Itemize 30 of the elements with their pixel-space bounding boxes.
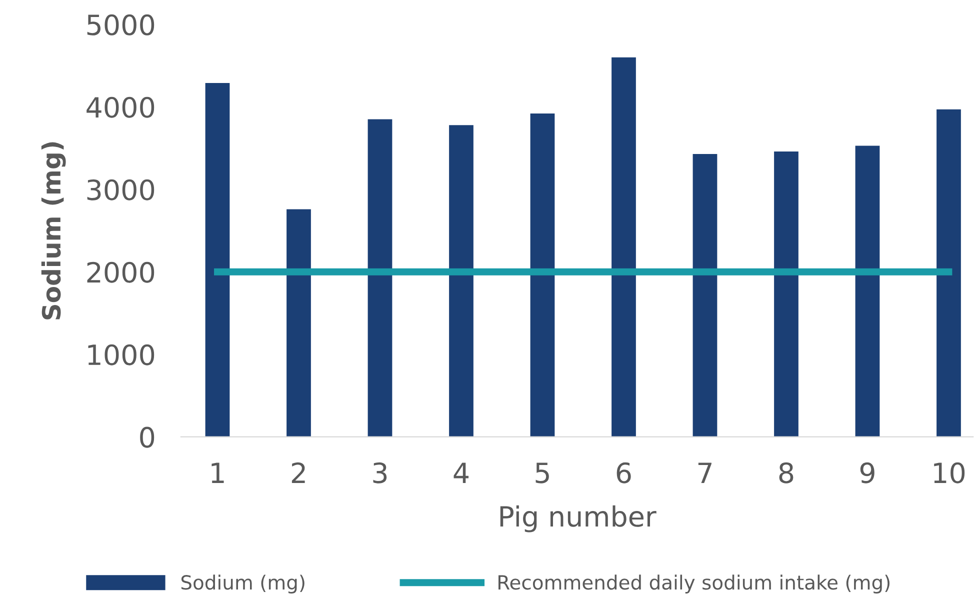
x-tick-label: 6 xyxy=(616,462,631,484)
y-tick-label: 5000 xyxy=(87,14,154,36)
x-tick-label: 8 xyxy=(779,462,794,484)
x-tick-label: 2 xyxy=(292,462,305,483)
bar xyxy=(692,154,718,437)
bar xyxy=(368,119,392,437)
x-tick-label: 10 xyxy=(934,462,965,484)
bar xyxy=(855,146,880,437)
bar xyxy=(936,109,961,437)
bar xyxy=(774,151,798,437)
x-tick-label: 3 xyxy=(373,462,387,484)
y-tick-label: 3000 xyxy=(87,179,154,200)
bar xyxy=(612,57,636,437)
bar xyxy=(530,114,555,437)
x-axis-title: Pig number xyxy=(500,505,656,532)
legend-label: Recommended daily sodium intake (mg) xyxy=(498,574,890,594)
x-tick-label: 1 xyxy=(212,462,224,483)
x-tick-label: 7 xyxy=(698,462,712,483)
bar xyxy=(286,209,311,437)
y-tick-label: 4000 xyxy=(86,96,154,118)
x-tick-label: 5 xyxy=(536,462,549,484)
y-tick-label: 1000 xyxy=(88,344,154,366)
bar xyxy=(449,125,474,437)
legend-label: Sodium (mg) xyxy=(181,574,304,594)
x-tick-label: 4 xyxy=(454,462,469,483)
bar xyxy=(205,83,230,437)
x-tick-label: 9 xyxy=(860,462,874,484)
y-tick-label: 2000 xyxy=(87,262,154,283)
y-tick-label: 0 xyxy=(140,426,154,448)
y-axis-title: Sodium (mg) xyxy=(41,142,66,320)
